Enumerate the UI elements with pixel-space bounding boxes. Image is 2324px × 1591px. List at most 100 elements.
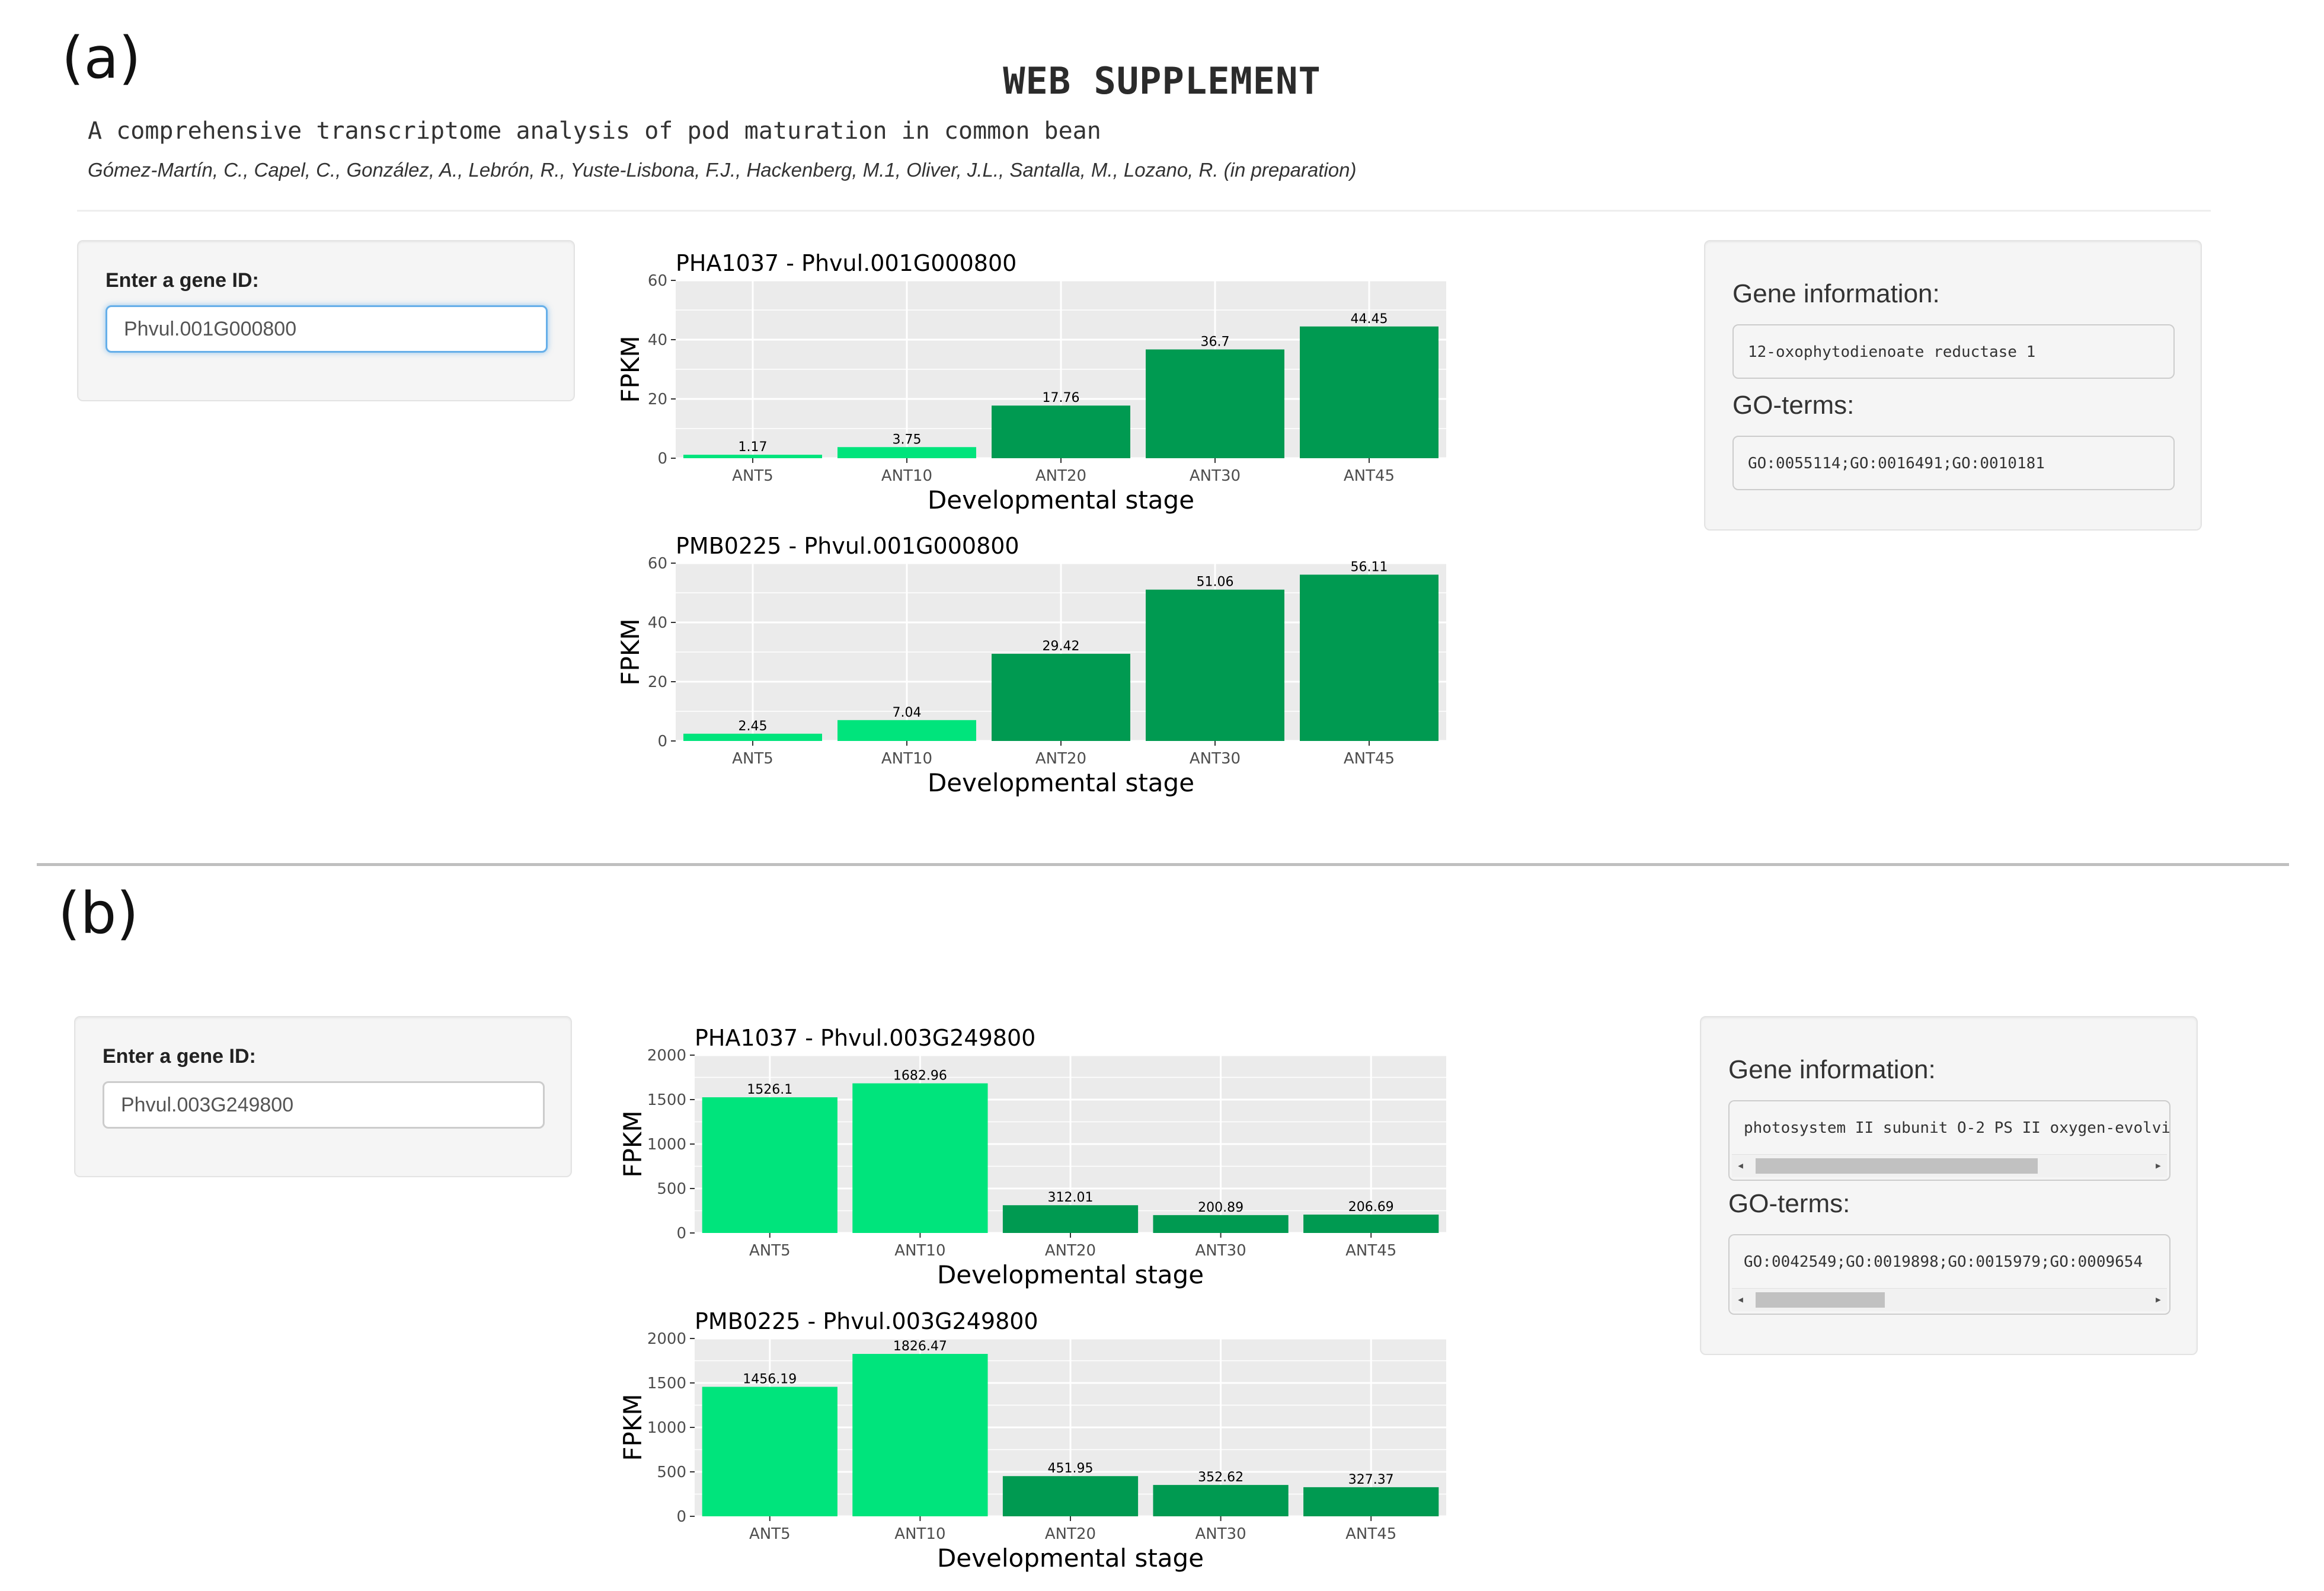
chart-3-bar-ANT10: [852, 1083, 988, 1233]
go-terms-heading: GO-terms:: [1728, 1189, 1850, 1218]
chart-2-bar-ANT20: [992, 653, 1130, 741]
scroll-right-arrow-icon[interactable]: ▸: [2154, 1158, 2162, 1173]
chart-4-value-label: 327.37: [1348, 1472, 1394, 1487]
chart-3-y-tick-label: 500: [657, 1180, 686, 1198]
chart-4-bar-ANT10: [852, 1354, 988, 1516]
chart-4-value-label: 451.95: [1048, 1461, 1094, 1476]
chart-1-value-label: 44.45: [1351, 312, 1388, 327]
gene-info-box: photosystem II subunit O-2 PS II oxygen-…: [1728, 1100, 2170, 1181]
go-terms-box: GO:0042549;GO:0019898;GO:0015979;GO:0009…: [1728, 1234, 2170, 1315]
chart-3-title: PHA1037 - Phvul.003G249800: [695, 1025, 1035, 1051]
chart-a1: PHA1037 - Phvul.001G000800 1.17 ANT5 3.75 AN…: [616, 250, 1446, 515]
chart-b1: PHA1037 - Phvul.003G249800 1526.1 ANT5 1682…: [618, 1025, 1446, 1289]
chart-1-title: PHA1037 - Phvul.001G000800: [676, 250, 1016, 276]
chart-2-y-tick-label: 20: [648, 673, 667, 691]
chart-2-title: PMB0225 - Phvul.001G000800: [676, 533, 1019, 559]
gene-info-panel-b: Gene information: photosystem II subunit…: [1700, 1016, 2198, 1355]
chart-4-x-tick-label: ANT5: [749, 1525, 791, 1543]
chart-b2: PMB0225 - Phvul.003G249800 1456.19 ANT5 182…: [618, 1308, 1446, 1573]
chart-4-bar-ANT20: [1002, 1476, 1139, 1516]
chart-1-x-tick-label: ANT45: [1344, 467, 1395, 485]
chart-3-x-axis-label: Developmental stage: [937, 1260, 1204, 1289]
chart-3-bar-ANT20: [1002, 1205, 1139, 1233]
chart-4-x-tick-label: ANT45: [1345, 1525, 1396, 1543]
gene-id-input[interactable]: [106, 305, 548, 353]
chart-3-value-label: 1682.96: [893, 1069, 947, 1084]
chart-2-y-tick-label: 60: [648, 555, 667, 573]
chart-3-bar-ANT30: [1153, 1215, 1289, 1233]
go-terms-scrollbar[interactable]: ◂ ▸: [1732, 1288, 2167, 1311]
chart-4-x-tick-label: ANT30: [1195, 1525, 1246, 1543]
authors-line: Gómez-Martín, C., Capel, C., González, A…: [88, 159, 1357, 181]
chart-1-y-axis-label: FPKM: [616, 336, 645, 402]
chart-2-x-tick-label: ANT20: [1035, 750, 1086, 768]
scroll-left-arrow-icon[interactable]: ◂: [1737, 1158, 1745, 1173]
chart-3-y-tick-label: 0: [676, 1225, 686, 1242]
panel-a-label: (a): [62, 25, 141, 91]
chart-a2: PMB0225 - Phvul.001G000800 2.45 ANT5 7.04 AN…: [616, 533, 1446, 797]
chart-1-y-tick-label: 20: [648, 391, 667, 408]
chart-4-y-tick-label: 0: [676, 1508, 686, 1526]
chart-4-bar-ANT30: [1153, 1485, 1289, 1516]
scrollbar-thumb[interactable]: [1756, 1158, 2038, 1174]
chart-3-y-tick-label: 1000: [647, 1136, 686, 1154]
chart-1-value-label: 3.75: [893, 432, 922, 447]
chart-2-bar-ANT30: [1146, 589, 1284, 741]
chart-3-y-tick-label: 2000: [647, 1047, 686, 1065]
chart-2-value-label: 7.04: [893, 705, 922, 720]
go-terms-heading: GO-terms:: [1732, 391, 1855, 420]
chart-1-y-tick-label: 40: [648, 331, 667, 349]
chart-2-value-label: 51.06: [1197, 575, 1234, 590]
chart-2-value-label: 29.42: [1043, 639, 1080, 654]
chart-1-bar-ANT45: [1300, 326, 1438, 458]
chart-2-x-tick-label: ANT5: [732, 750, 773, 768]
header-rule: [77, 210, 2211, 212]
chart-4-value-label: 1456.19: [743, 1372, 797, 1387]
gene-id-input[interactable]: [103, 1081, 545, 1129]
go-terms-value: GO:0042549;GO:0019898;GO:0015979;GO:0009…: [1744, 1253, 2143, 1271]
chart-2-value-label: 56.11: [1351, 560, 1388, 574]
gene-info-value: 12-oxophytodienoate reductase 1: [1748, 343, 2036, 361]
gene-id-label: Enter a gene ID:: [103, 1045, 256, 1068]
chart-4-y-axis-label: FPKM: [618, 1394, 647, 1461]
scrollbar-thumb[interactable]: [1756, 1292, 1885, 1308]
gene-info-heading: Gene information:: [1728, 1055, 1936, 1084]
page-title: WEB SUPPLEMENT: [1003, 59, 1321, 103]
chart-1-value-label: 17.76: [1043, 391, 1080, 405]
chart-2-x-tick-label: ANT30: [1190, 750, 1241, 768]
chart-1-x-tick-label: ANT20: [1035, 467, 1086, 485]
gene-info-panel-a: Gene information: 12-oxophytodienoate re…: [1704, 240, 2202, 531]
chart-3-x-tick-label: ANT5: [749, 1242, 791, 1260]
chart-4-value-label: 1826.47: [893, 1339, 947, 1354]
chart-3-y-axis-label: FPKM: [618, 1110, 647, 1177]
panel-divider: [37, 863, 2289, 866]
chart-3-x-tick-label: ANT20: [1045, 1242, 1096, 1260]
chart-1-bar-ANT5: [683, 455, 822, 458]
chart-1-value-label: 1.17: [739, 440, 768, 455]
chart-1-bar-ANT10: [837, 447, 976, 458]
chart-3-bar-ANT45: [1303, 1214, 1439, 1233]
chart-4-y-tick-label: 1000: [647, 1419, 686, 1437]
chart-2-y-tick-label: 0: [657, 733, 667, 750]
chart-3-value-label: 1526.1: [747, 1082, 792, 1097]
chart-1-x-tick-label: ANT30: [1190, 467, 1241, 485]
chart-4-value-label: 352.62: [1198, 1470, 1243, 1485]
gene-id-input-panel-b: Enter a gene ID:: [74, 1016, 572, 1177]
chart-2-x-tick-label: ANT10: [881, 750, 932, 768]
chart-3-bar-ANT5: [702, 1097, 837, 1233]
chart-2-x-tick-label: ANT45: [1344, 750, 1395, 768]
gene-info-value: photosystem II subunit O-2 PS II oxygen-…: [1744, 1119, 2170, 1137]
chart-3-x-tick-label: ANT45: [1345, 1242, 1396, 1260]
chart-4-bar-ANT5: [702, 1386, 837, 1516]
scroll-right-arrow-icon[interactable]: ▸: [2154, 1292, 2162, 1307]
chart-2-x-axis-label: Developmental stage: [928, 768, 1194, 797]
chart-4-x-axis-label: Developmental stage: [937, 1544, 1204, 1573]
chart-2-bar-ANT45: [1300, 574, 1438, 741]
chart-1-y-tick-label: 60: [648, 272, 667, 290]
gene-info-scrollbar[interactable]: ◂ ▸: [1732, 1154, 2167, 1177]
chart-3-value-label: 206.69: [1348, 1200, 1394, 1215]
gene-info-box: 12-oxophytodienoate reductase 1: [1732, 324, 2175, 379]
chart-3-y-tick-label: 1500: [647, 1091, 686, 1109]
chart-1-x-axis-label: Developmental stage: [928, 485, 1194, 515]
scroll-left-arrow-icon[interactable]: ◂: [1737, 1292, 1745, 1307]
